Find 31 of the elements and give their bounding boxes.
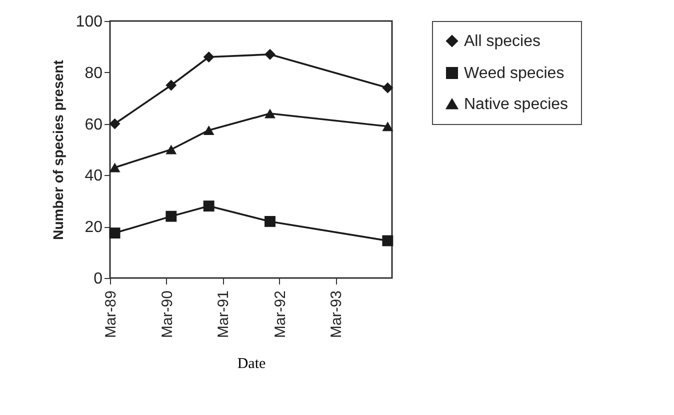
y-axis-title: Number of species present (50, 60, 66, 240)
point (203, 200, 214, 212)
point (264, 108, 276, 118)
x-tick-label: Mar-90 (158, 290, 176, 338)
y-tick-label: 100 (76, 14, 103, 30)
y-tick-label: 80 (84, 64, 103, 82)
legend-label: All species (464, 33, 540, 50)
point (264, 48, 276, 60)
x-tick-label: Mar-92 (272, 290, 289, 338)
x-tick-label: Mar-91 (215, 290, 232, 338)
y-tick-label: 40 (84, 168, 103, 185)
y-tick-label: 20 (84, 219, 103, 236)
point (264, 216, 276, 227)
point (109, 228, 120, 238)
point (166, 80, 177, 91)
point (109, 162, 120, 172)
legend-label: Weed species (464, 65, 564, 82)
y-tick-label: 0 (94, 270, 103, 288)
point (166, 144, 177, 154)
point (382, 122, 394, 132)
point (203, 52, 214, 62)
point (109, 118, 120, 130)
x-tick-label: Mar-89 (102, 290, 120, 338)
point (382, 82, 394, 94)
point (203, 125, 214, 135)
point (382, 235, 394, 246)
point (166, 210, 177, 222)
legend-label: Native species (464, 96, 568, 113)
y-tick-label: 60 (84, 116, 103, 134)
x-axis-title: Date (237, 356, 266, 372)
x-tick-label: Mar-93 (328, 290, 346, 338)
